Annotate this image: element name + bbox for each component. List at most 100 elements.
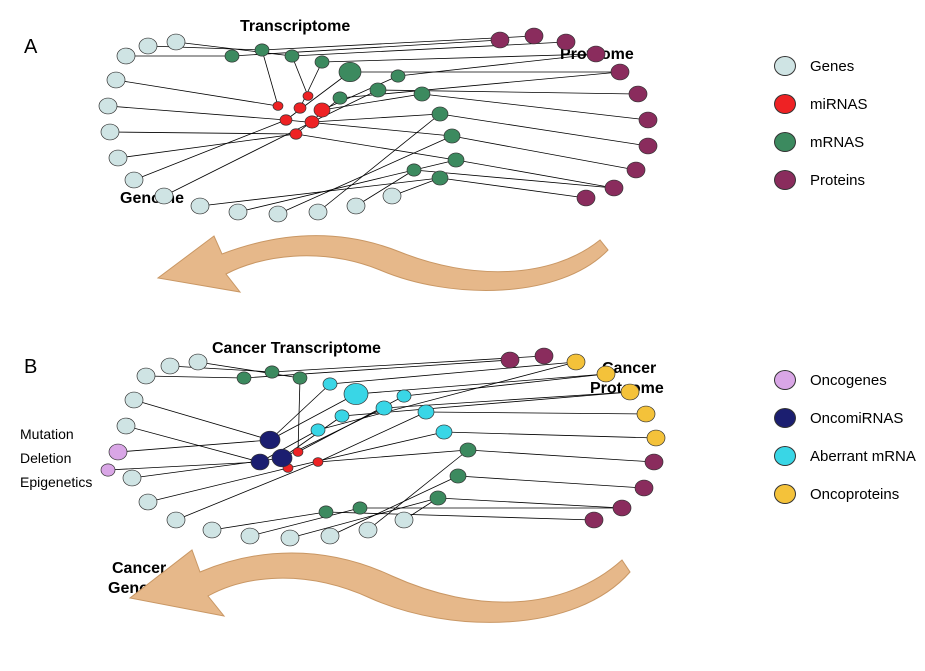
node-genes	[203, 522, 221, 538]
node-mirnas	[280, 115, 292, 126]
network-edge	[108, 462, 260, 470]
node-proteins	[613, 500, 631, 516]
network-edge	[116, 80, 278, 106]
network-edge	[146, 376, 244, 378]
node-mrnas	[432, 171, 448, 185]
node-mrnas	[315, 56, 329, 68]
node-genes	[269, 206, 287, 222]
network-edge	[398, 54, 596, 76]
network-edge	[356, 374, 606, 394]
node-genes	[191, 198, 209, 214]
diagram-canvas	[0, 0, 925, 671]
node-mrnas	[285, 50, 299, 62]
node-mrnas	[460, 443, 476, 457]
network-edge	[438, 498, 622, 508]
network-edge	[440, 178, 586, 198]
node-oncogenes	[101, 464, 115, 476]
network-edge	[134, 120, 286, 180]
node-aberrant	[311, 424, 325, 436]
network-edge	[244, 360, 510, 378]
node-mrnas	[293, 372, 307, 384]
node-proteins	[605, 180, 623, 196]
network-edge	[110, 132, 296, 134]
network-edge	[458, 476, 644, 488]
node-genes	[139, 494, 157, 510]
node-proteins	[639, 138, 657, 154]
node-mirnas	[293, 448, 303, 457]
node-genes	[125, 172, 143, 188]
node-mirnas	[305, 116, 319, 128]
network-edge	[404, 374, 606, 396]
node-aberrant	[418, 405, 434, 419]
node-oncomirnas	[260, 431, 280, 449]
node-genes	[117, 48, 135, 64]
network-edge	[330, 362, 576, 384]
node-proteins	[501, 352, 519, 368]
node-proteins	[629, 86, 647, 102]
node-oncoprot	[647, 430, 665, 446]
network-edge	[440, 114, 648, 146]
node-genes	[383, 188, 401, 204]
network-edge	[368, 450, 468, 530]
node-genes	[281, 530, 299, 546]
node-mrnas	[353, 502, 367, 514]
node-proteins	[587, 46, 605, 62]
node-oncomirnas	[251, 454, 269, 470]
node-mrnas	[432, 107, 448, 121]
network-edge	[148, 46, 262, 50]
node-aberrant	[436, 425, 452, 439]
node-mirnas	[290, 129, 302, 140]
network-edge	[118, 440, 270, 452]
node-proteins	[577, 190, 595, 206]
node-oncoprot	[621, 384, 639, 400]
node-mrnas	[255, 44, 269, 56]
node-proteins	[491, 32, 509, 48]
node-genes	[117, 418, 135, 434]
node-proteins	[635, 480, 653, 496]
node-mrnas	[391, 70, 405, 82]
node-genes	[347, 198, 365, 214]
network-edge	[322, 76, 398, 110]
node-aberrant	[397, 390, 411, 402]
node-genes	[241, 528, 259, 544]
node-proteins	[611, 64, 629, 80]
node-mrnas	[450, 469, 466, 483]
node-genes	[125, 392, 143, 408]
node-genes	[189, 354, 207, 370]
node-aberrant	[335, 410, 349, 422]
node-mirnas	[273, 102, 283, 111]
node-mirnas	[294, 103, 306, 114]
node-mrnas	[444, 129, 460, 143]
node-oncogenes	[109, 444, 127, 460]
node-proteins	[535, 348, 553, 364]
node-oncoprot	[637, 406, 655, 422]
node-mrnas	[339, 62, 361, 81]
node-mrnas	[237, 372, 251, 384]
feedback-arrow-a	[158, 236, 608, 292]
node-genes	[155, 188, 173, 204]
node-aberrant	[344, 383, 368, 404]
network-edge	[322, 54, 596, 62]
node-oncomirnas	[272, 449, 292, 467]
node-mirnas	[314, 103, 330, 117]
node-proteins	[585, 512, 603, 528]
node-aberrant	[323, 378, 337, 390]
network-edge	[200, 178, 440, 206]
node-genes	[167, 34, 185, 50]
node-genes	[359, 522, 377, 538]
node-mirnas	[313, 458, 323, 467]
network-edge	[282, 416, 342, 458]
network-edge	[468, 450, 654, 462]
network-edge	[108, 106, 286, 120]
node-mrnas	[225, 50, 239, 62]
node-genes	[137, 368, 155, 384]
node-genes	[109, 150, 127, 166]
node-genes	[309, 204, 327, 220]
node-genes	[139, 38, 157, 54]
feedback-arrow-b	[130, 550, 630, 622]
node-oncoprot	[597, 366, 615, 382]
network-edge	[262, 50, 278, 106]
node-genes	[101, 124, 119, 140]
node-mirnas	[303, 92, 313, 101]
node-genes	[395, 512, 413, 528]
